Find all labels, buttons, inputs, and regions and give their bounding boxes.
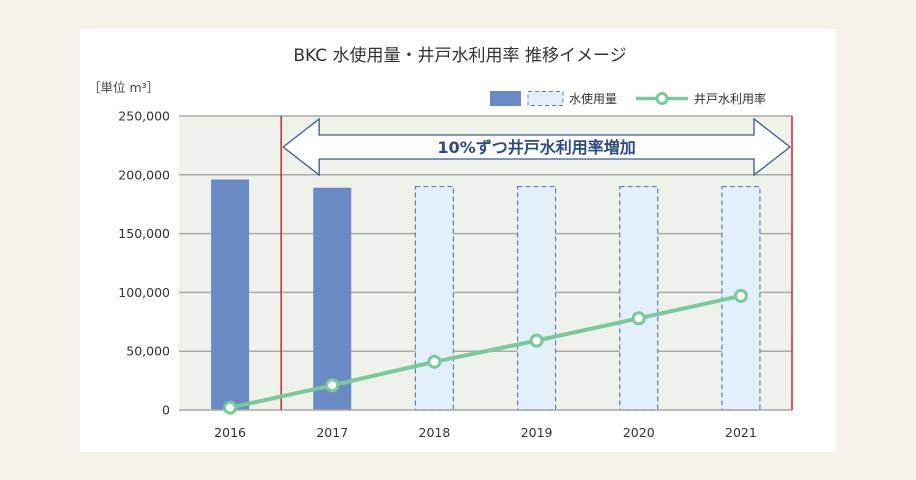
legend-label-water-usage: 水使用量 bbox=[569, 91, 617, 106]
y-tick-label: 150,000 bbox=[118, 226, 170, 241]
line-point-2018 bbox=[427, 354, 442, 369]
chart-card: BKC 水使用量・井戸水利用率 推移イメージ ［単位 m³］ 水使用量 井戸水利… bbox=[80, 29, 836, 452]
bar-2016 bbox=[211, 179, 250, 410]
y-tick-label: 200,000 bbox=[118, 167, 170, 182]
legend-line-marker bbox=[655, 92, 669, 105]
x-tick-label: 2016 bbox=[214, 425, 246, 440]
line-point-2017 bbox=[325, 378, 340, 393]
legend-label-well-water-rate: 井戸水利用率 bbox=[694, 91, 766, 106]
line-point-2016 bbox=[223, 400, 238, 415]
chart-title: BKC 水使用量・井戸水利用率 推移イメージ bbox=[293, 45, 626, 66]
line-point-2021 bbox=[733, 288, 748, 303]
line-series-well-water-rate bbox=[229, 293, 742, 410]
plot-area bbox=[179, 116, 792, 410]
x-tick-label: 2018 bbox=[419, 425, 451, 440]
y-tick-label: 100,000 bbox=[118, 285, 170, 300]
line-point-2020 bbox=[631, 311, 646, 326]
x-tick-label: 2021 bbox=[725, 425, 757, 440]
bar-2020 bbox=[619, 185, 659, 411]
chart: BKC 水使用量・井戸水利用率 推移イメージ ［単位 m³］ 水使用量 井戸水利… bbox=[88, 45, 793, 440]
legend-swatch-actual bbox=[490, 91, 521, 106]
x-tick-label: 2020 bbox=[623, 425, 655, 440]
y-tick-label: 250,000 bbox=[118, 109, 170, 124]
range-annotation-text: 10%ずつ井戸水利用率増加 bbox=[437, 138, 635, 157]
bar-2017 bbox=[313, 187, 352, 410]
unit-label: ［単位 m³］ bbox=[88, 80, 159, 95]
line-point-2019 bbox=[529, 333, 544, 348]
range-arrow bbox=[282, 117, 792, 177]
y-tick-label: 50,000 bbox=[126, 344, 170, 359]
x-tick-label: 2019 bbox=[521, 425, 553, 440]
legend: 水使用量 井戸水利用率 bbox=[490, 91, 766, 106]
legend-swatch-projected bbox=[527, 91, 564, 106]
bar-2019 bbox=[516, 185, 557, 411]
y-tick-label: 0 bbox=[162, 403, 170, 418]
bar-2018 bbox=[414, 185, 455, 411]
x-tick-label: 2017 bbox=[316, 425, 348, 440]
